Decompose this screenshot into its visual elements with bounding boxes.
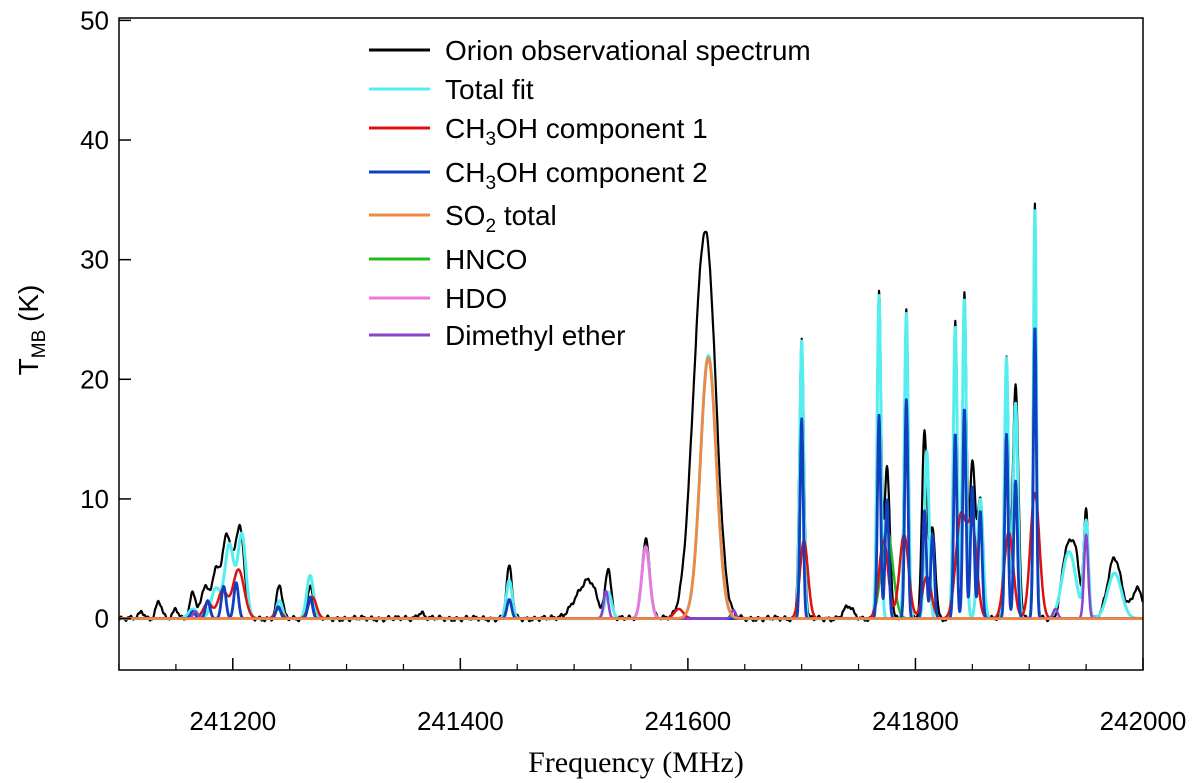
legend-label-dme: Dimethyl ether <box>445 320 626 351</box>
y-axis-title-sub: MB <box>29 330 50 359</box>
legend-label-part: CH <box>445 113 485 144</box>
legend-label-part: Total fit <box>445 74 534 105</box>
x-tick-label: 242000 <box>1100 706 1187 736</box>
legend-label-ch3oh1: CH3OH component 1 <box>445 113 708 150</box>
legend-label-fit: Total fit <box>445 74 534 105</box>
y-axis-title: TMB (K) <box>13 285 50 376</box>
legend-label-so2: SO2 total <box>445 200 557 237</box>
y-tick-label: 30 <box>80 245 109 275</box>
legend-label-obs: Orion observational spectrum <box>445 35 811 66</box>
x-tick-label: 241200 <box>189 706 276 736</box>
y-tick-label: 40 <box>80 125 109 155</box>
legend-label-part: 3 <box>485 129 496 150</box>
legend-label-ch3oh2: CH3OH component 2 <box>445 157 708 194</box>
legend-label-part: Orion observational spectrum <box>445 35 811 66</box>
x-tick-label: 241800 <box>872 706 959 736</box>
y-tick-label: 20 <box>80 364 109 394</box>
legend-label-part: 2 <box>485 216 496 237</box>
legend-label-part: Dimethyl ether <box>445 320 626 351</box>
legend-label-part: 3 <box>485 173 496 194</box>
legend-label-hnco: HNCO <box>445 244 527 275</box>
y-axis-title-main: T <box>13 358 44 375</box>
y-tick-label: 0 <box>95 604 109 634</box>
x-axis-title: Frequency (MHz) <box>528 746 744 779</box>
legend-label-part: OH component 1 <box>496 113 708 144</box>
legend-label-part: OH component 2 <box>496 157 708 188</box>
legend-label-part: total <box>496 200 557 231</box>
axes-layer: 0 10 20 30 40 50 241200 241400 241600 241800 24200… <box>80 5 1186 736</box>
y-axis-title-unit: (K) <box>13 285 44 330</box>
x-tick-label: 241400 <box>417 706 504 736</box>
legend-label-part: HNCO <box>445 244 527 275</box>
y-tick-label: 10 <box>80 484 109 514</box>
series-line-so2 <box>118 356 1144 620</box>
legend-label-part: CH <box>445 157 485 188</box>
series-layer <box>118 202 1144 623</box>
legend-label-hdo: HDO <box>445 283 507 314</box>
legend-label-part: SO <box>445 200 485 231</box>
legend-label-part: HDO <box>445 283 507 314</box>
y-tick-label: 50 <box>80 5 109 35</box>
x-tick-label: 241600 <box>645 706 732 736</box>
